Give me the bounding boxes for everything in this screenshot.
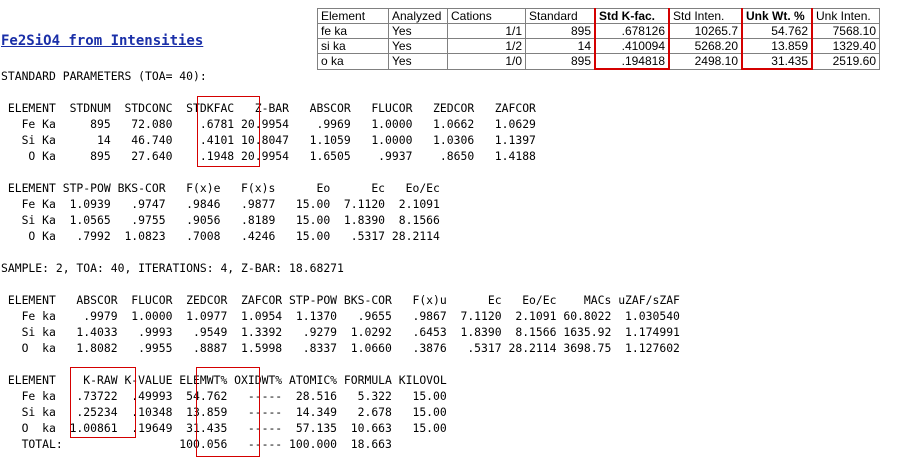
report-line: O ka 1.8082 .9955 .8887 1.5998 .8337 1.0… bbox=[1, 341, 680, 355]
report-line: O Ka 895 27.640 .1948 20.9954 1.6505 .99… bbox=[1, 149, 536, 163]
grid-cell[interactable]: 1/2 bbox=[447, 38, 526, 54]
grid-cell[interactable]: .678126 bbox=[594, 23, 670, 39]
report-line: ELEMENT ABSCOR FLUCOR ZEDCOR ZAFCOR STP-… bbox=[1, 293, 680, 307]
report-line: STANDARD PARAMETERS (TOA= 40): bbox=[1, 69, 207, 83]
grid-cell[interactable]: fe ka bbox=[317, 23, 389, 39]
report-line: Si Ka 14 46.740 .4101 10.8047 1.1059 1.0… bbox=[1, 133, 536, 147]
grid-cell[interactable]: 5268.20 bbox=[668, 38, 743, 54]
report-line: Si ka .25234 .10348 13.859 ----- 14.349 … bbox=[1, 405, 447, 419]
table-row: si ka Yes 1/2 14.410094 5268.20 13.859 1329.40 bbox=[317, 38, 880, 54]
grid-header-cell[interactable]: Std Inten. bbox=[668, 8, 743, 24]
grid-cell[interactable]: 2498.10 bbox=[668, 53, 743, 70]
report-line: Fe ka .73722 .49993 54.762 ----- 28.516 … bbox=[1, 389, 447, 403]
grid-cell[interactable]: Yes bbox=[388, 23, 448, 39]
grid-cell[interactable]: Yes bbox=[388, 53, 448, 70]
grid-cell[interactable]: 895 bbox=[525, 23, 596, 39]
grid-header-row: Element Analyzed Cations Standard Std K-… bbox=[317, 8, 880, 24]
report-line: Si ka 1.4033 .9993 .9549 1.3392 .9279 1.… bbox=[1, 325, 680, 339]
grid-cell[interactable]: 54.762 bbox=[741, 23, 813, 39]
report-line: ELEMENT K-RAW K-VALUE ELEMWT% OXIDWT% AT… bbox=[1, 373, 447, 387]
grid-header-cell[interactable]: Element bbox=[317, 8, 389, 24]
report-line: Fe ka .9979 1.0000 1.0977 1.0954 1.1370 … bbox=[1, 309, 680, 323]
grid-cell[interactable]: 7568.10 bbox=[811, 23, 880, 39]
grid-cell[interactable]: 1/1 bbox=[447, 23, 526, 39]
report-line: O ka 1.00861 .19649 31.435 ----- 57.135 … bbox=[1, 421, 447, 435]
report-line: TOTAL: 100.056 ----- 100.000 18.663 bbox=[1, 437, 392, 451]
report-line: ELEMENT STDNUM STDCONC STDKFAC Z-BAR ABS… bbox=[1, 101, 536, 115]
report-line: Fe Ka 895 72.080 .6781 20.9954 .9969 1.0… bbox=[1, 117, 536, 131]
grid-header-cell[interactable]: Cations bbox=[447, 8, 526, 24]
results-grid: Element Analyzed Cations Standard Std K-… bbox=[317, 8, 880, 70]
grid-cell[interactable]: .410094 bbox=[594, 38, 670, 54]
grid-cell[interactable]: Yes bbox=[388, 38, 448, 54]
grid-cell[interactable]: si ka bbox=[317, 38, 389, 54]
grid-header-cell[interactable]: Analyzed bbox=[388, 8, 448, 24]
report-line: ELEMENT STP-POW BKS-COR F(x)e F(x)s Eo E… bbox=[1, 181, 440, 195]
grid-cell[interactable]: .194818 bbox=[594, 53, 670, 70]
page-title: Fe2SiO4 from Intensities bbox=[1, 33, 204, 49]
report-line: SAMPLE: 2, TOA: 40, ITERATIONS: 4, Z-BAR… bbox=[1, 261, 344, 275]
report-line: O Ka .7992 1.0823 .7008 .4246 15.00 .531… bbox=[1, 229, 440, 243]
grid-cell[interactable]: 1/0 bbox=[447, 53, 526, 70]
grid-header-cell[interactable]: Unk Inten. bbox=[811, 8, 880, 24]
grid-cell[interactable]: 895 bbox=[525, 53, 596, 70]
grid-cell[interactable]: 10265.7 bbox=[668, 23, 743, 39]
report-line: Si Ka 1.0565 .9755 .9056 .8189 15.00 1.8… bbox=[1, 213, 440, 227]
report-line: Fe Ka 1.0939 .9747 .9846 .9877 15.00 7.1… bbox=[1, 197, 440, 211]
grid-header-cell[interactable]: Standard bbox=[525, 8, 596, 24]
grid-header-cell[interactable]: Std K-fac. bbox=[594, 8, 670, 24]
grid-cell[interactable]: 2519.60 bbox=[811, 53, 880, 70]
grid-cell[interactable]: 31.435 bbox=[741, 53, 813, 70]
grid-cell[interactable]: 14 bbox=[525, 38, 596, 54]
table-row: fe ka Yes 1/1 895.678126 10265.7 54.762 7568.1… bbox=[317, 23, 880, 39]
grid-cell[interactable]: 1329.40 bbox=[811, 38, 880, 54]
grid-header-cell[interactable]: Unk Wt. % bbox=[741, 8, 813, 24]
grid-cell[interactable]: 13.859 bbox=[741, 38, 813, 54]
grid-cell[interactable]: o ka bbox=[317, 53, 389, 70]
table-row: o ka Yes 1/0 895.194818 2498.10 31.435 2519.60 bbox=[317, 53, 880, 70]
